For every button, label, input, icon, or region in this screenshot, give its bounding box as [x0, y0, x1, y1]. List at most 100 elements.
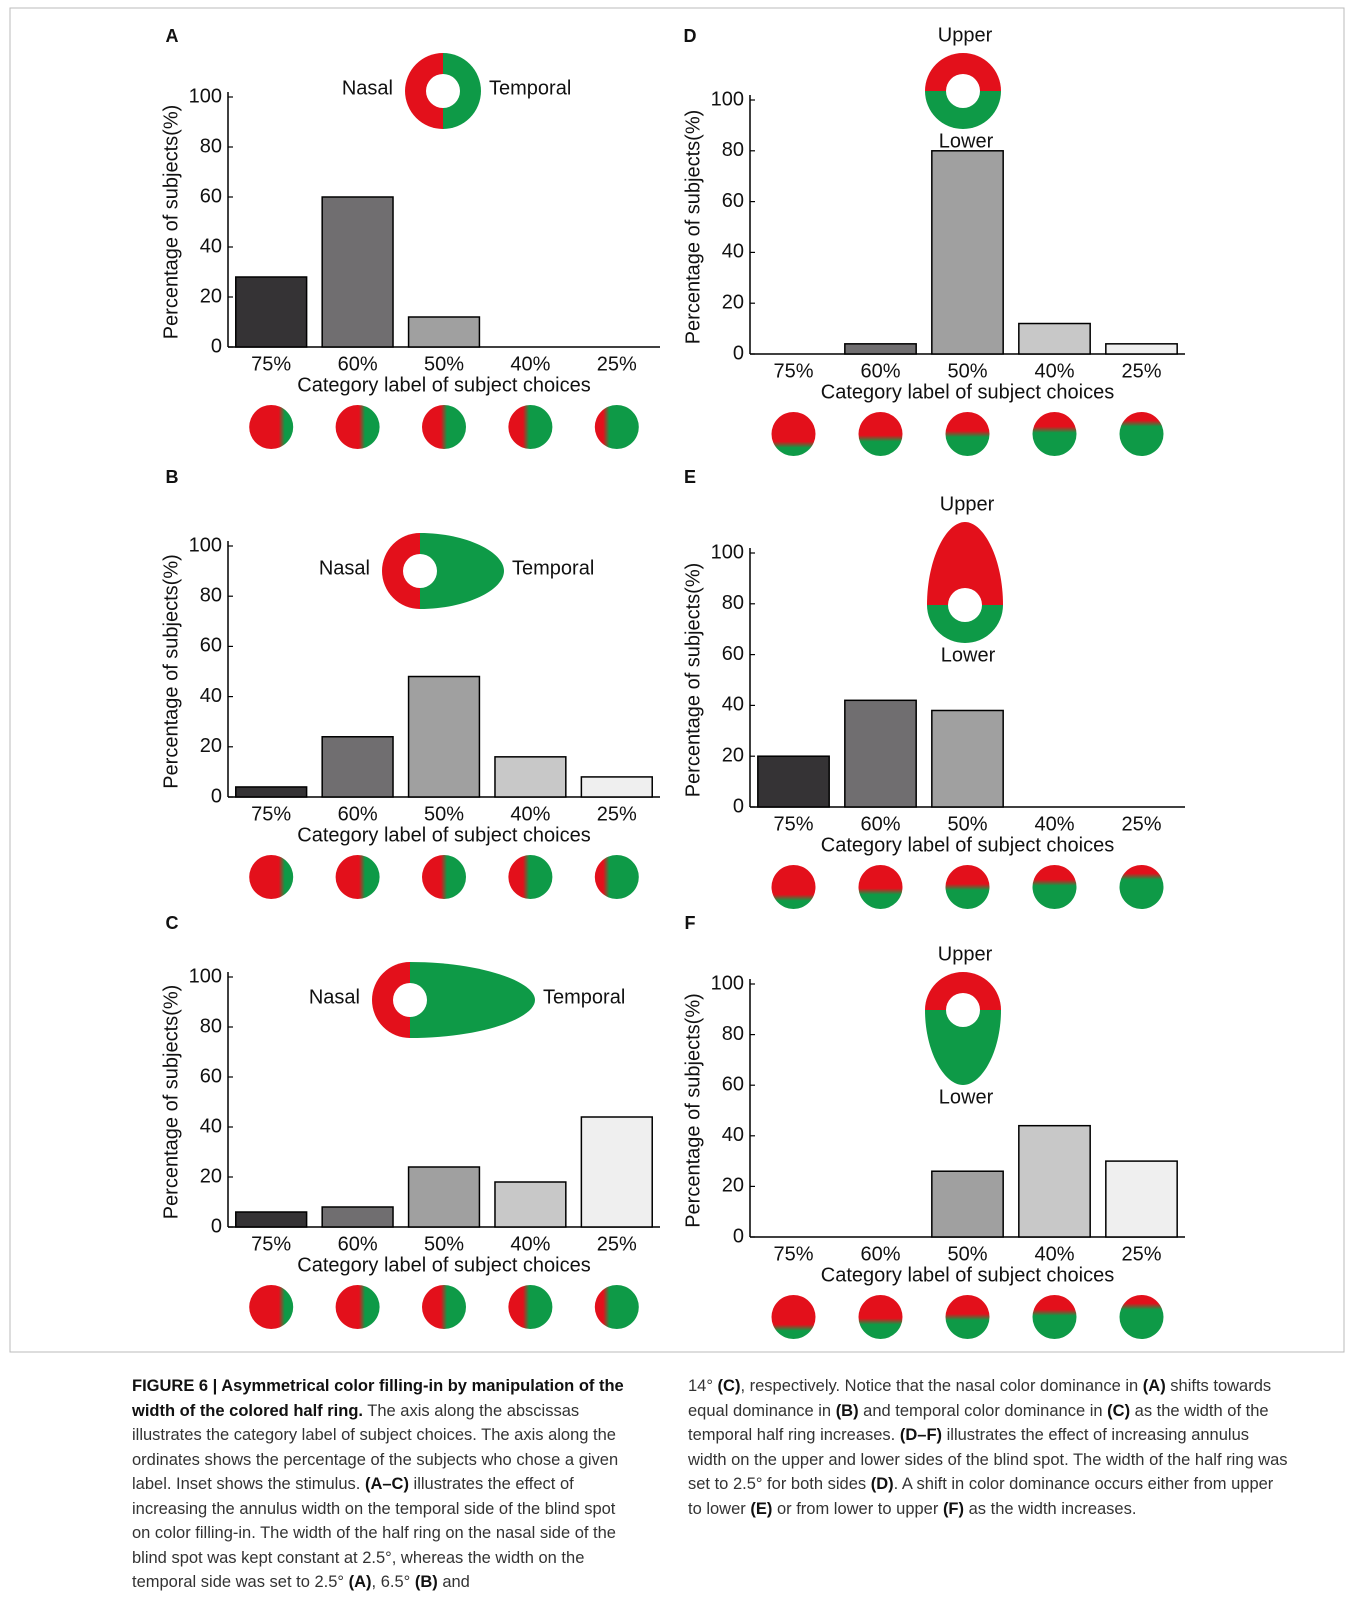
bar [407, 316, 481, 348]
x-tick-label: 75% [773, 1243, 813, 1265]
y-axis-label: Percentage of subjects(%) [160, 985, 182, 1220]
stimulus-disc [858, 412, 903, 456]
bar [931, 1170, 1004, 1238]
stimulus-disc [249, 1285, 294, 1329]
bar [494, 756, 567, 798]
inset-hole [403, 554, 437, 588]
y-tick-label: 100 [189, 85, 222, 107]
inset-green [927, 605, 1003, 643]
x-tick-label: 75% [773, 360, 813, 382]
stimulus-disc [335, 405, 380, 449]
caption-left: FIGURE 6 | Asymmetrical color filling-in… [132, 1374, 628, 1595]
y-tick-label: 60 [200, 1065, 222, 1087]
x-tick-label: 50% [947, 1243, 987, 1265]
stimulus-disc [1032, 865, 1077, 909]
bar [580, 1116, 653, 1228]
y-tick-label: 60 [200, 635, 222, 657]
y-axis-label: Percentage of subjects(%) [682, 563, 704, 798]
y-axis-label: Percentage of subjects(%) [160, 105, 182, 340]
caption-text: , respectively. Notice that the nasal co… [740, 1377, 1143, 1395]
caption-bold: (D) [870, 1475, 894, 1493]
x-axis-label: Category label of subject choices [821, 834, 1115, 856]
figure: A Nasal Temporal 0 20 40 60 80 100 Percentage of … [9, 7, 1345, 1353]
x-tick-label: 40% [1034, 1243, 1074, 1265]
bar [1018, 322, 1091, 355]
caption-bold: (A–C) [364, 1475, 409, 1493]
caption-text: illustrates the effect of increasing ann… [688, 1426, 1293, 1493]
y-tick-label: 20 [200, 735, 222, 757]
x-tick-label: 25% [597, 803, 637, 825]
bar [844, 699, 917, 808]
bar [321, 736, 394, 798]
caption-bold: (C) [1107, 1401, 1131, 1420]
bar [931, 709, 1004, 808]
caption-bold: (A) [348, 1573, 372, 1591]
bar [407, 675, 481, 798]
caption-bold: (C) [717, 1377, 741, 1395]
stimulus-disc [945, 865, 990, 909]
stimulus-disc [1032, 412, 1077, 456]
x-tick-label: 25% [597, 1233, 637, 1255]
inset-red [372, 962, 410, 1038]
y-tick-label: 20 [722, 744, 744, 766]
panel-label: F [685, 913, 696, 933]
x-tick-label: 75% [773, 813, 813, 835]
x-tick-label: 40% [510, 1233, 550, 1255]
stimulus-disc [858, 865, 903, 909]
panel-label: E [684, 467, 696, 487]
caption-text: , 6.5° [371, 1573, 415, 1591]
y-tick-label: 80 [200, 135, 222, 157]
caption-text: . A shift in color dominance occurs eith… [688, 1475, 1278, 1518]
stimulus-disc [771, 1295, 816, 1339]
x-tick-label: 25% [1121, 813, 1161, 835]
x-tick-label: 25% [1121, 360, 1161, 382]
inset-label: Lower [941, 644, 996, 666]
x-tick-label: 75% [251, 803, 291, 825]
y-tick-label: 0 [211, 785, 222, 807]
caption-bold: (D–F) [899, 1426, 943, 1444]
stimulus-disc [508, 855, 553, 899]
y-tick-label: 20 [200, 1165, 222, 1187]
y-axis-label: Percentage of subjects(%) [160, 554, 182, 789]
inset-green [420, 533, 504, 609]
y-tick-label: 100 [189, 965, 222, 987]
panel-label: C [166, 913, 179, 933]
inset-label: Nasal [319, 557, 370, 579]
stimulus-disc [335, 855, 380, 899]
inset-green [443, 53, 481, 129]
x-axis-label: Category label of subject choices [821, 1264, 1115, 1286]
inset-label: Temporal [543, 986, 625, 1008]
inset-label: Nasal [309, 986, 360, 1008]
y-tick-label: 0 [733, 342, 744, 364]
bar [1105, 343, 1178, 355]
stimulus-disc [1119, 1295, 1164, 1339]
x-tick-label: 75% [251, 1233, 291, 1255]
caption-text: and [437, 1573, 470, 1591]
inset-red [405, 53, 443, 129]
y-tick-label: 80 [200, 584, 222, 606]
inset-hole [948, 588, 982, 622]
stimulus-disc [945, 412, 990, 456]
caption-text: and temporal color dominance in [858, 1401, 1108, 1420]
bar [321, 196, 394, 348]
x-axis-label: Category label of subject choices [297, 374, 591, 396]
y-tick-label: 80 [200, 1015, 222, 1037]
bar [494, 1181, 567, 1228]
inset-hole [946, 993, 980, 1027]
y-tick-label: 20 [722, 291, 744, 313]
y-tick-label: 100 [711, 88, 744, 110]
caption-bold: (F) [942, 1499, 965, 1518]
x-tick-label: 60% [860, 813, 900, 835]
y-tick-label: 20 [722, 1175, 744, 1197]
y-tick-label: 0 [733, 1225, 744, 1247]
y-tick-label: 40 [200, 235, 222, 257]
stimulus-disc [422, 1285, 466, 1329]
x-tick-label: 40% [510, 353, 550, 375]
x-tick-label: 25% [597, 353, 637, 375]
y-tick-label: 100 [711, 541, 744, 563]
inset-hole [393, 983, 427, 1017]
y-tick-label: 0 [211, 335, 222, 357]
inset-label: Lower [939, 130, 994, 152]
y-tick-label: 40 [722, 694, 744, 716]
y-tick-label: 60 [722, 190, 744, 212]
